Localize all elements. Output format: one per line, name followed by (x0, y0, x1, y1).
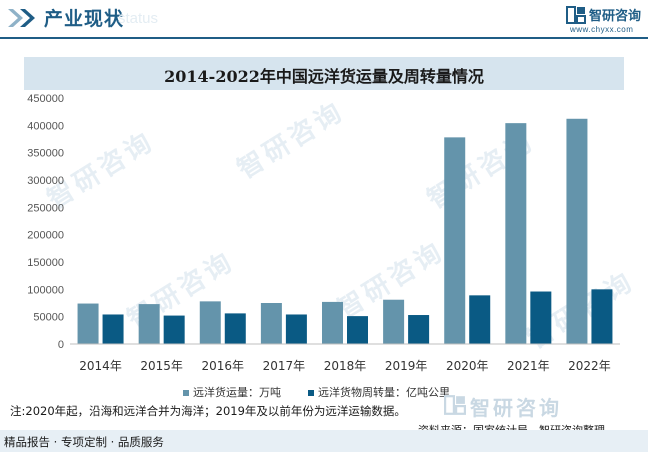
y-tick-label: 50000 (33, 312, 64, 324)
page-footer: 精品报告 · 专项定制 · 品质服务 (0, 430, 648, 452)
chart-title: 2014-2022年中国远洋货运量及周转量情况 (164, 67, 484, 86)
chart-title-band: 2014-2022年中国远洋货运量及周转量情况 (24, 57, 624, 90)
header-divider (0, 37, 648, 39)
bar-series2-7 (469, 295, 491, 344)
x-tick-label: 2014年 (79, 359, 122, 373)
bar-series1-2 (138, 304, 160, 344)
section-ghost-text: status (118, 10, 159, 27)
bar-series2-5 (347, 316, 368, 344)
chevron-mark-icon (8, 9, 35, 27)
x-tick-label: 2021年 (507, 359, 550, 373)
y-tick-label: 100000 (27, 284, 64, 296)
brand-logo-icon (566, 6, 586, 24)
brand-url: www.chyxx.com (570, 25, 634, 34)
legend-item-series1: 远洋货运量：万吨 (183, 384, 281, 400)
bar-series1-5 (322, 301, 343, 344)
bar-series2-4 (285, 314, 307, 344)
x-tick-label: 2019年 (385, 359, 428, 373)
bar-series2-3 (224, 313, 246, 344)
y-tick-label: 450000 (27, 93, 64, 105)
source-brand-watermark: 智研咨询 (470, 396, 562, 420)
y-tick-label: 300000 (27, 175, 64, 187)
bar-series1-3 (199, 301, 221, 344)
bar-series2-6 (408, 315, 430, 344)
bar-series1-7 (444, 137, 466, 344)
section-title: 产业现状 (44, 8, 125, 30)
legend-swatch-series2 (308, 390, 314, 396)
bar-series2-8 (530, 291, 552, 344)
y-tick-label: 350000 (27, 148, 64, 160)
x-tick-label: 2015年 (140, 359, 183, 373)
x-axis: 2014年 2015年 2016年 2017年 2018年 2019年 2020年 2021年… (79, 359, 610, 373)
chart-note: 注:2020年起，沿海和远洋合并为海洋；2019年及以前年份为远洋运输数据。 (10, 404, 406, 418)
y-tick-label: 150000 (27, 257, 64, 269)
y-axis: 0 50000 100000 150000 200000 250000 300000 3500… (27, 93, 64, 351)
bar-series2-9 (591, 289, 613, 344)
bar-series1-8 (505, 123, 527, 344)
legend-item-series2: 远洋货物周转量：亿吨公里 (308, 384, 450, 400)
page-header: 产业现状 status 智研咨询 www.chyxx.com (0, 0, 648, 39)
bar-chart: 0 50000 100000 150000 200000 250000 300000 3500… (27, 93, 620, 373)
x-tick-label: 2020年 (446, 359, 489, 373)
footer-slogan: 精品报告 · 专项定制 · 品质服务 (4, 435, 164, 449)
bar-series2-1 (102, 314, 124, 344)
legend-label-series2: 远洋货物周转量：亿吨公里 (318, 386, 450, 399)
x-tick-label: 2018年 (324, 359, 367, 373)
bar-series1-1 (77, 303, 99, 344)
x-tick-label: 2016年 (202, 359, 245, 373)
legend-swatch-series1 (183, 390, 189, 396)
bar-series1-9 (566, 118, 588, 344)
bar-series2-2 (163, 315, 185, 344)
y-tick-label: 250000 (27, 202, 64, 214)
y-tick-label: 400000 (27, 120, 64, 132)
bar-series1-4 (260, 303, 282, 344)
bar-series1-6 (383, 299, 405, 344)
x-tick-label: 2017年 (263, 359, 306, 373)
y-tick-label: 200000 (27, 230, 64, 242)
brand-name: 智研咨询 (589, 9, 642, 24)
legend-label-series1: 远洋货运量：万吨 (193, 386, 281, 399)
x-tick-label: 2022年 (568, 359, 611, 373)
bar-series (77, 118, 613, 344)
y-tick-label: 0 (58, 339, 64, 351)
brand-logo-icon (444, 395, 466, 415)
